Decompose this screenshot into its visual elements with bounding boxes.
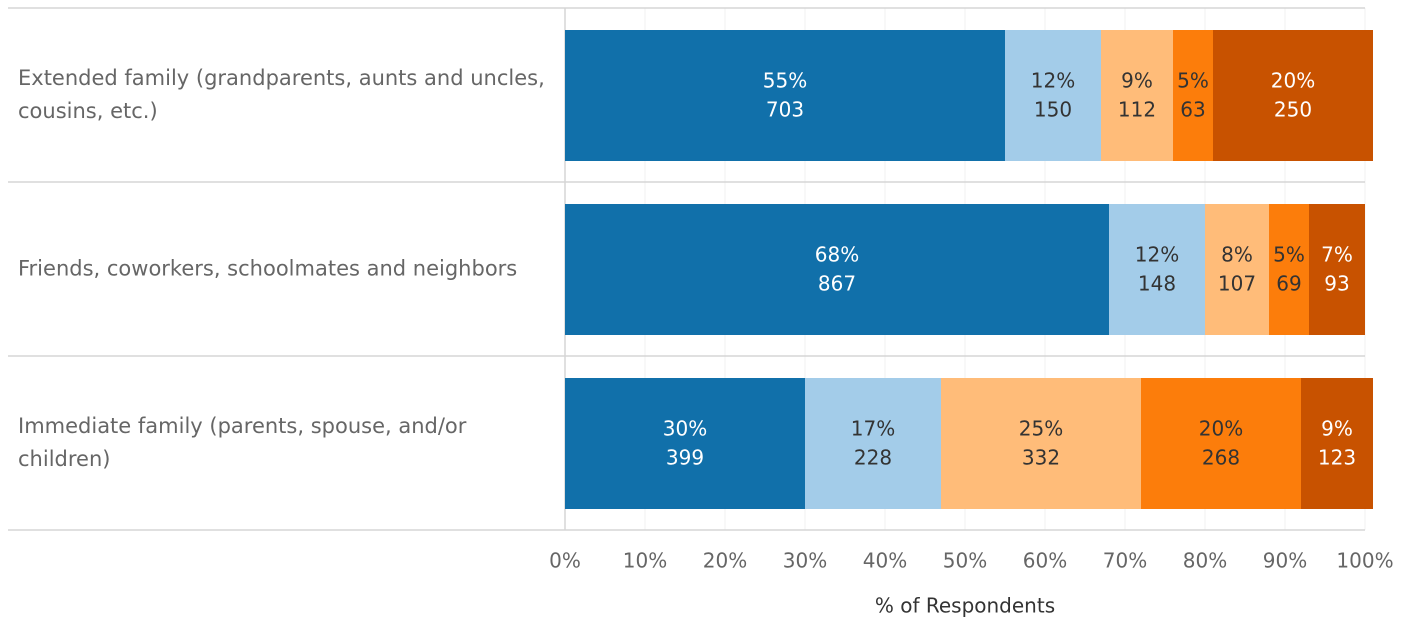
segment-percent-label: 30% <box>663 417 707 441</box>
segment-count-label: 150 <box>1034 98 1072 122</box>
segment-percent-label: 9% <box>1321 417 1353 441</box>
segment-count-label: 268 <box>1202 446 1240 470</box>
x-tick-label: 80% <box>1183 549 1227 573</box>
segment-percent-label: 20% <box>1199 417 1243 441</box>
segment-count-label: 69 <box>1276 272 1301 296</box>
segment-percent-label: 9% <box>1121 69 1153 93</box>
category-label: Friends, coworkers, schoolmates and neig… <box>18 256 518 281</box>
bar-segment <box>1109 204 1205 335</box>
x-tick-label: 0% <box>549 549 581 573</box>
segment-percent-label: 17% <box>851 417 895 441</box>
segment-percent-label: 12% <box>1031 69 1075 93</box>
segment-percent-label: 7% <box>1321 243 1353 267</box>
x-tick-label: 20% <box>703 549 747 573</box>
bar-segment <box>1173 30 1213 161</box>
segment-count-label: 148 <box>1138 272 1176 296</box>
bar-segment <box>1141 378 1301 509</box>
bar-segment <box>565 204 1109 335</box>
segment-count-label: 250 <box>1274 98 1312 122</box>
x-tick-label: 30% <box>783 549 827 573</box>
segment-percent-label: 5% <box>1273 243 1305 267</box>
bar-segment <box>1005 30 1101 161</box>
segment-count-label: 123 <box>1318 446 1356 470</box>
x-tick-label: 100% <box>1336 549 1393 573</box>
category-label: Immediate family (parents, spouse, and/o… <box>18 414 467 471</box>
bar-segment <box>805 378 941 509</box>
x-tick-label: 60% <box>1023 549 1067 573</box>
category-label: Extended family (grandparents, aunts and… <box>18 66 545 123</box>
segment-count-label: 63 <box>1180 98 1205 122</box>
bar-segment <box>565 378 805 509</box>
segment-count-label: 703 <box>766 98 804 122</box>
bar-segment <box>565 30 1005 161</box>
x-tick-label: 10% <box>623 549 667 573</box>
x-axis-title: % of Respondents <box>875 594 1055 618</box>
segment-count-label: 93 <box>1324 272 1349 296</box>
segment-percent-label: 20% <box>1271 69 1315 93</box>
segment-percent-label: 5% <box>1177 69 1209 93</box>
segment-count-label: 399 <box>666 446 704 470</box>
bar-segment <box>1205 204 1269 335</box>
bar-segment <box>1213 30 1373 161</box>
segment-percent-label: 12% <box>1135 243 1179 267</box>
x-tick-label: 70% <box>1103 549 1147 573</box>
bar-segment <box>1101 30 1173 161</box>
segment-count-label: 112 <box>1118 98 1156 122</box>
segment-percent-label: 25% <box>1019 417 1063 441</box>
bar-segment <box>1309 204 1365 335</box>
bar-segment <box>941 378 1141 509</box>
segment-percent-label: 68% <box>815 243 859 267</box>
bar-segment <box>1301 378 1373 509</box>
x-tick-label: 50% <box>943 549 987 573</box>
x-tick-label: 40% <box>863 549 907 573</box>
segment-count-label: 332 <box>1022 446 1060 470</box>
segment-count-label: 228 <box>854 446 892 470</box>
bar-segment <box>1269 204 1309 335</box>
segment-count-label: 867 <box>818 272 856 296</box>
segment-count-label: 107 <box>1218 272 1256 296</box>
segment-percent-label: 55% <box>763 69 807 93</box>
x-tick-label: 90% <box>1263 549 1307 573</box>
segment-percent-label: 8% <box>1221 243 1253 267</box>
